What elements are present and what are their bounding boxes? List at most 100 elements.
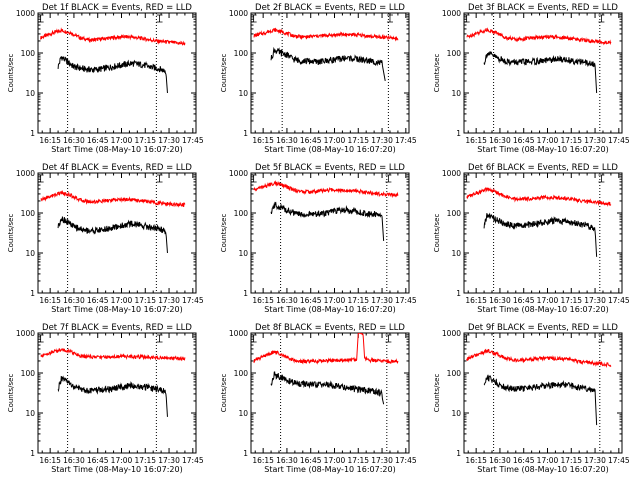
x-tick-label: 16:30 <box>63 296 85 305</box>
plot-frame <box>463 12 623 134</box>
x-tick-label: 16:45 <box>300 456 322 465</box>
gap-marker <box>37 174 44 183</box>
y-axis-label: Counts/sec <box>7 54 15 93</box>
x-tick-label: 17:00 <box>324 456 346 465</box>
gap-marker <box>156 14 163 23</box>
x-tick-label: 16:15 <box>465 136 487 145</box>
plot-frame <box>250 12 410 134</box>
y-tick-label: 10 <box>451 249 461 258</box>
y-tick-label: 10 <box>451 409 461 418</box>
x-tick-label: 16:30 <box>489 136 511 145</box>
events-series-line <box>57 216 168 254</box>
x-tick-label: 17:00 <box>537 136 559 145</box>
x-axis-label: Start Time (08-May-10 16:07:20) <box>51 145 182 154</box>
chart-title: Det 4f BLACK = Events, RED = LLD <box>42 163 192 173</box>
gap-marker <box>156 334 163 343</box>
chart-title: Det 5f BLACK = Events, RED = LLD <box>255 163 405 173</box>
x-tick-label: 17:00 <box>111 296 133 305</box>
x-tick-label: 16:45 <box>87 296 109 305</box>
chart-panel-6: Det 6f BLACK = Events, RED = LLD Counts/s… <box>433 163 630 314</box>
chart-title: Det 6f BLACK = Events, RED = LLD <box>468 163 618 173</box>
y-tick-label: 100 <box>234 49 249 58</box>
y-tick-label: 100 <box>234 369 249 378</box>
x-tick-label: 17:00 <box>537 296 559 305</box>
y-axis-label: Counts/sec <box>220 214 228 253</box>
y-axis-label: Counts/sec <box>433 214 441 253</box>
x-tick-label: 17:45 <box>395 136 417 145</box>
chart-panel-9: Det 9f BLACK = Events, RED = LLD Counts/s… <box>433 323 630 474</box>
x-tick-label: 17:30 <box>371 296 393 305</box>
x-tick-label: 17:00 <box>324 296 346 305</box>
lld-series-line <box>253 180 399 199</box>
y-tick-label: 10 <box>25 89 35 98</box>
events-series-line <box>57 375 168 417</box>
x-tick-label: 17:15 <box>347 296 369 305</box>
lld-series-line <box>253 333 399 365</box>
x-axis-label: Start Time (08-May-10 16:07:20) <box>477 465 608 474</box>
y-tick-label: 1000 <box>229 169 248 178</box>
x-tick-label: 16:15 <box>39 296 61 305</box>
x-tick-label: 17:15 <box>560 136 582 145</box>
x-tick-label: 17:30 <box>584 296 606 305</box>
x-axis-label: Start Time (08-May-10 16:07:20) <box>477 305 608 314</box>
x-tick-label: 17:15 <box>134 296 156 305</box>
y-axis-label: Counts/sec <box>433 374 441 413</box>
y-tick-label: 1 <box>30 129 35 138</box>
gap-marker <box>250 334 257 343</box>
x-tick-label: 16:45 <box>87 136 109 145</box>
chart-title: Det 1f BLACK = Events, RED = LLD <box>42 3 192 13</box>
x-axis-label: Start Time (08-May-10 16:07:20) <box>477 145 608 154</box>
chart-panel-3: Det 3f BLACK = Events, RED = LLD Counts/s… <box>433 3 630 154</box>
y-tick-label: 100 <box>21 209 36 218</box>
x-tick-label: 17:45 <box>182 296 204 305</box>
x-tick-label: 17:15 <box>560 296 582 305</box>
lld-series-line <box>466 27 612 46</box>
chart-title: Det 7f BLACK = Events, RED = LLD <box>42 323 192 333</box>
y-tick-label: 10 <box>25 409 35 418</box>
x-tick-label: 17:45 <box>395 456 417 465</box>
gap-marker <box>386 14 393 23</box>
y-tick-label: 1000 <box>229 9 248 18</box>
x-tick-label: 16:15 <box>252 296 274 305</box>
x-tick-label: 17:15 <box>347 136 369 145</box>
x-axis-label: Start Time (08-May-10 16:07:20) <box>264 145 395 154</box>
gap-marker <box>385 334 392 343</box>
chart-title: Det 2f BLACK = Events, RED = LLD <box>255 3 405 13</box>
x-tick-label: 17:15 <box>134 456 156 465</box>
y-tick-label: 1000 <box>442 329 461 338</box>
x-tick-label: 17:45 <box>608 136 630 145</box>
plot-frame <box>463 332 623 454</box>
x-tick-label: 17:00 <box>111 136 133 145</box>
events-series-line <box>57 55 168 94</box>
y-tick-label: 1000 <box>442 9 461 18</box>
plot-frame <box>37 332 197 454</box>
x-tick-label: 16:30 <box>63 136 85 145</box>
x-tick-label: 16:15 <box>39 136 61 145</box>
x-tick-label: 16:45 <box>300 296 322 305</box>
y-tick-label: 100 <box>447 209 462 218</box>
gap-marker <box>37 14 44 23</box>
x-tick-label: 17:45 <box>608 296 630 305</box>
x-axis-label: Start Time (08-May-10 16:07:20) <box>264 305 395 314</box>
x-tick-label: 16:45 <box>513 456 535 465</box>
y-tick-label: 1 <box>456 449 461 458</box>
y-tick-label: 1000 <box>16 329 35 338</box>
y-tick-label: 1 <box>243 129 248 138</box>
gap-marker <box>463 14 470 23</box>
y-axis-label: Counts/sec <box>220 54 228 93</box>
chart-title: Det 8f BLACK = Events, RED = LLD <box>255 323 405 333</box>
x-tick-label: 16:45 <box>87 456 109 465</box>
x-tick-label: 17:00 <box>537 456 559 465</box>
y-tick-label: 10 <box>238 249 248 258</box>
y-tick-label: 1 <box>243 289 248 298</box>
x-axis-label: Start Time (08-May-10 16:07:20) <box>264 465 395 474</box>
y-tick-label: 100 <box>21 369 36 378</box>
y-axis-label: Counts/sec <box>7 374 15 413</box>
y-tick-label: 1 <box>456 129 461 138</box>
gap-marker <box>463 174 470 183</box>
x-tick-label: 16:30 <box>63 456 85 465</box>
plot-frame <box>250 172 410 294</box>
events-series-line <box>270 46 386 82</box>
plot-frame <box>37 172 197 294</box>
chart-panel-7: Det 7f BLACK = Events, RED = LLD Counts/s… <box>7 323 204 474</box>
